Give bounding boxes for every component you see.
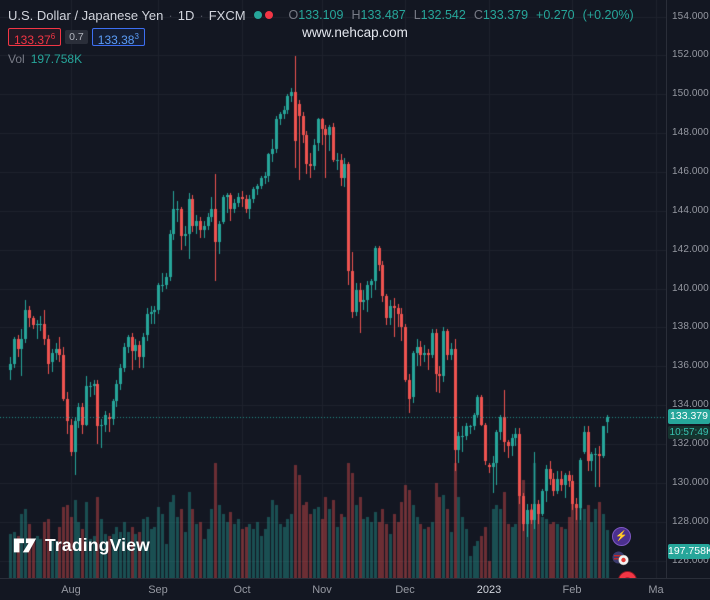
ohlc-values: O133.109 H133.487 L132.542 C133.379 +0.2… [289, 8, 634, 22]
time-axis-label: Oct [233, 584, 251, 596]
symbol-title[interactable]: U.S. Dollar / Japanese Yen [8, 7, 164, 23]
teal-dot-icon [253, 11, 262, 19]
close-value: 133.379 [482, 8, 529, 22]
price-axis-label: 152.000 [672, 49, 709, 61]
separator: · [168, 7, 173, 23]
exchange-label: FXCM [208, 7, 246, 23]
tradingview-logo[interactable]: TradingView [12, 532, 150, 558]
change-value: +0.270 [536, 8, 575, 22]
flags-icon[interactable] [612, 550, 629, 567]
interval-label[interactable]: 1D [177, 7, 195, 23]
price-axis-label: 134.000 [672, 399, 709, 411]
ask-button[interactable]: 133.383 [91, 28, 145, 47]
price-axis-label: 140.000 [672, 282, 709, 294]
time-axis[interactable]: Aug Sep Oct Nov Dec 2023 Feb Ma [0, 578, 710, 600]
time-axis-label: Nov [312, 584, 332, 596]
change-percent: (+0.20%) [582, 8, 634, 22]
lightning-icon[interactable]: ⚡ [612, 527, 631, 546]
bid-button[interactable]: 133.376 [8, 28, 62, 47]
time-axis-label: 2023 [476, 584, 502, 596]
chart-canvas[interactable] [0, 0, 666, 578]
high-label: H [351, 8, 361, 22]
volume-axis-badge: 197.758K [668, 544, 710, 559]
open-value: 133.109 [298, 8, 344, 22]
price-axis-label: 126.000 [672, 554, 709, 566]
tradingview-mark-icon [13, 538, 37, 553]
spread-value: 0.7 [65, 30, 88, 44]
price-axis-label: 148.000 [672, 127, 709, 139]
time-axis-label: Aug [61, 584, 81, 596]
time-axis-label: Sep [148, 584, 168, 596]
chart-legend: U.S. Dollar / Japanese Yen · 1D · FXCM O… [8, 6, 634, 66]
price-axis-label: 132.000 [672, 437, 709, 449]
price-axis-label: 154.000 [672, 10, 709, 22]
price-axis-label: 144.000 [672, 204, 709, 216]
price-axis-label: 128.000 [672, 515, 709, 527]
separator: · [199, 7, 204, 23]
open-label: O [288, 8, 299, 22]
tradingview-logo-text: TradingView [45, 534, 150, 555]
price-axis-label: 150.000 [672, 88, 709, 100]
low-value: 132.542 [420, 8, 466, 22]
legend-status-icons[interactable] [253, 11, 273, 19]
volume-label: Vol [8, 52, 25, 66]
price-axis-label: 146.000 [672, 165, 709, 177]
time-axis-label: Dec [395, 584, 415, 596]
price-axis-label: 142.000 [672, 243, 709, 255]
time-axis-label: Feb [562, 584, 582, 596]
red-dot-icon [264, 11, 273, 19]
price-axis[interactable]: 133.379 10:57:49 197.758K 154.000 152.000… [666, 0, 710, 578]
current-price-badge: 133.379 [668, 409, 710, 425]
price-axis-label: 138.000 [672, 321, 709, 333]
price-axis-label: 136.000 [672, 360, 709, 372]
volume-legend: Vol 197.758K [8, 52, 634, 66]
low-label: L [413, 8, 421, 22]
time-axis-label: Ma [648, 584, 664, 596]
close-label: C [473, 8, 483, 22]
volume-value: 197.758K [30, 52, 83, 66]
price-axis-label: 130.000 [672, 476, 709, 488]
high-value: 133.487 [360, 8, 406, 22]
bar-countdown-badge: 10:57:49 [668, 426, 710, 440]
watermark-text: www.nehcap.com [302, 25, 408, 40]
